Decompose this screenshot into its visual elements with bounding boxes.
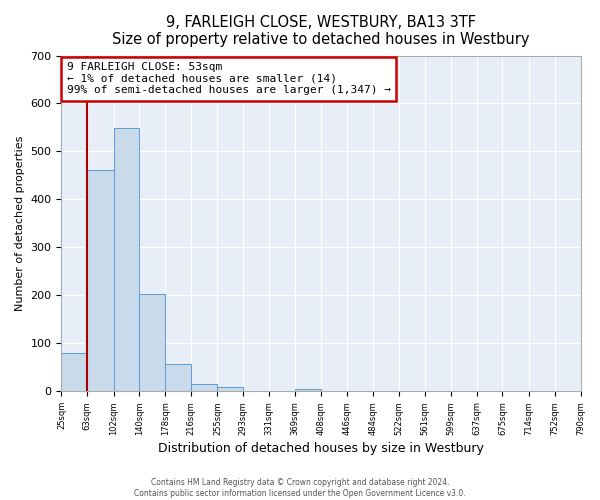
Y-axis label: Number of detached properties: Number of detached properties bbox=[15, 136, 25, 311]
Bar bbox=[61, 353, 87, 392]
Bar bbox=[139, 294, 165, 392]
Text: 9 FARLEIGH CLOSE: 53sqm
← 1% of detached houses are smaller (14)
99% of semi-det: 9 FARLEIGH CLOSE: 53sqm ← 1% of detached… bbox=[67, 62, 391, 96]
X-axis label: Distribution of detached houses by size in Westbury: Distribution of detached houses by size … bbox=[158, 442, 484, 455]
Title: 9, FARLEIGH CLOSE, WESTBURY, BA13 3TF
Size of property relative to detached hous: 9, FARLEIGH CLOSE, WESTBURY, BA13 3TF Si… bbox=[112, 15, 530, 48]
Bar bbox=[217, 386, 243, 392]
Bar bbox=[165, 364, 191, 392]
Text: Contains HM Land Registry data © Crown copyright and database right 2024.
Contai: Contains HM Land Registry data © Crown c… bbox=[134, 478, 466, 498]
Bar bbox=[87, 170, 113, 392]
Bar bbox=[191, 384, 217, 392]
Bar bbox=[295, 389, 321, 392]
Bar bbox=[113, 128, 139, 392]
